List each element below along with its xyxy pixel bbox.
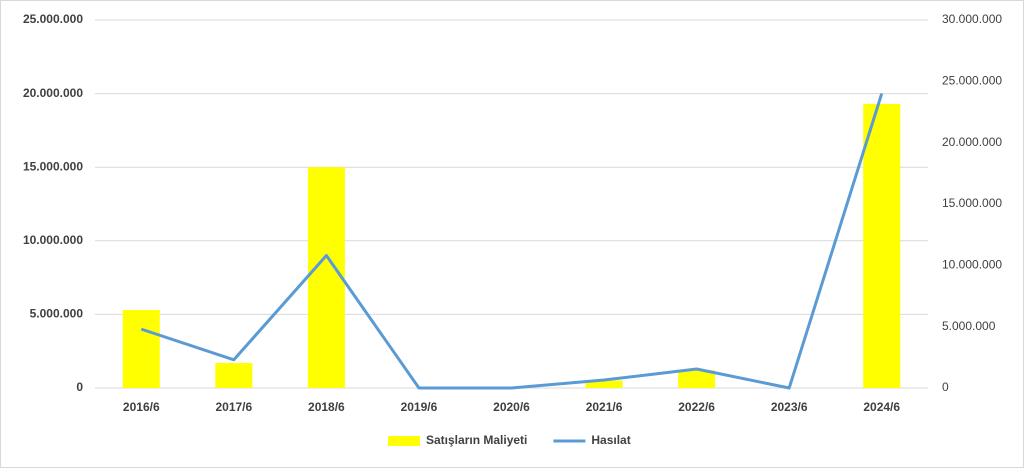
legend-label: Hasılat — [591, 433, 630, 447]
y2-tick-label: 5.000.000 — [942, 319, 996, 333]
x-tick-label: 2023/6 — [771, 400, 808, 414]
legend-swatch — [388, 436, 420, 446]
y-tick-label: 5.000.000 — [30, 307, 84, 321]
bar — [215, 362, 253, 388]
y2-tick-label: 30.000.000 — [942, 12, 1002, 26]
y2-tick-label: 10.000.000 — [942, 258, 1002, 272]
x-tick-label: 2022/6 — [678, 400, 715, 414]
x-tick-label: 2016/6 — [123, 400, 160, 414]
y-tick-label: 20.000.000 — [23, 86, 83, 100]
x-tick-label: 2019/6 — [401, 400, 438, 414]
bar — [307, 167, 345, 388]
bar — [863, 103, 901, 389]
y2-tick-label: 15.000.000 — [942, 196, 1002, 210]
y-tick-label: 0 — [76, 380, 83, 394]
legend-label: Satışların Maliyeti — [426, 433, 527, 447]
y-tick-label: 10.000.000 — [23, 233, 83, 247]
x-tick-label: 2024/6 — [863, 400, 900, 414]
bar — [122, 309, 160, 388]
line — [140, 93, 884, 390]
y2-tick-label: 0 — [942, 380, 949, 394]
x-tick-label: 2018/6 — [308, 400, 345, 414]
y-tick-label: 15.000.000 — [23, 159, 83, 173]
bar — [678, 370, 716, 388]
x-tick-label: 2017/6 — [215, 400, 252, 414]
x-tick-label: 2021/6 — [586, 400, 623, 414]
y2-tick-label: 20.000.000 — [942, 135, 1002, 149]
y-tick-label: 25.000.000 — [23, 12, 83, 26]
bar — [585, 380, 623, 388]
y2-tick-label: 25.000.000 — [942, 74, 1002, 88]
x-tick-label: 2020/6 — [493, 400, 530, 414]
